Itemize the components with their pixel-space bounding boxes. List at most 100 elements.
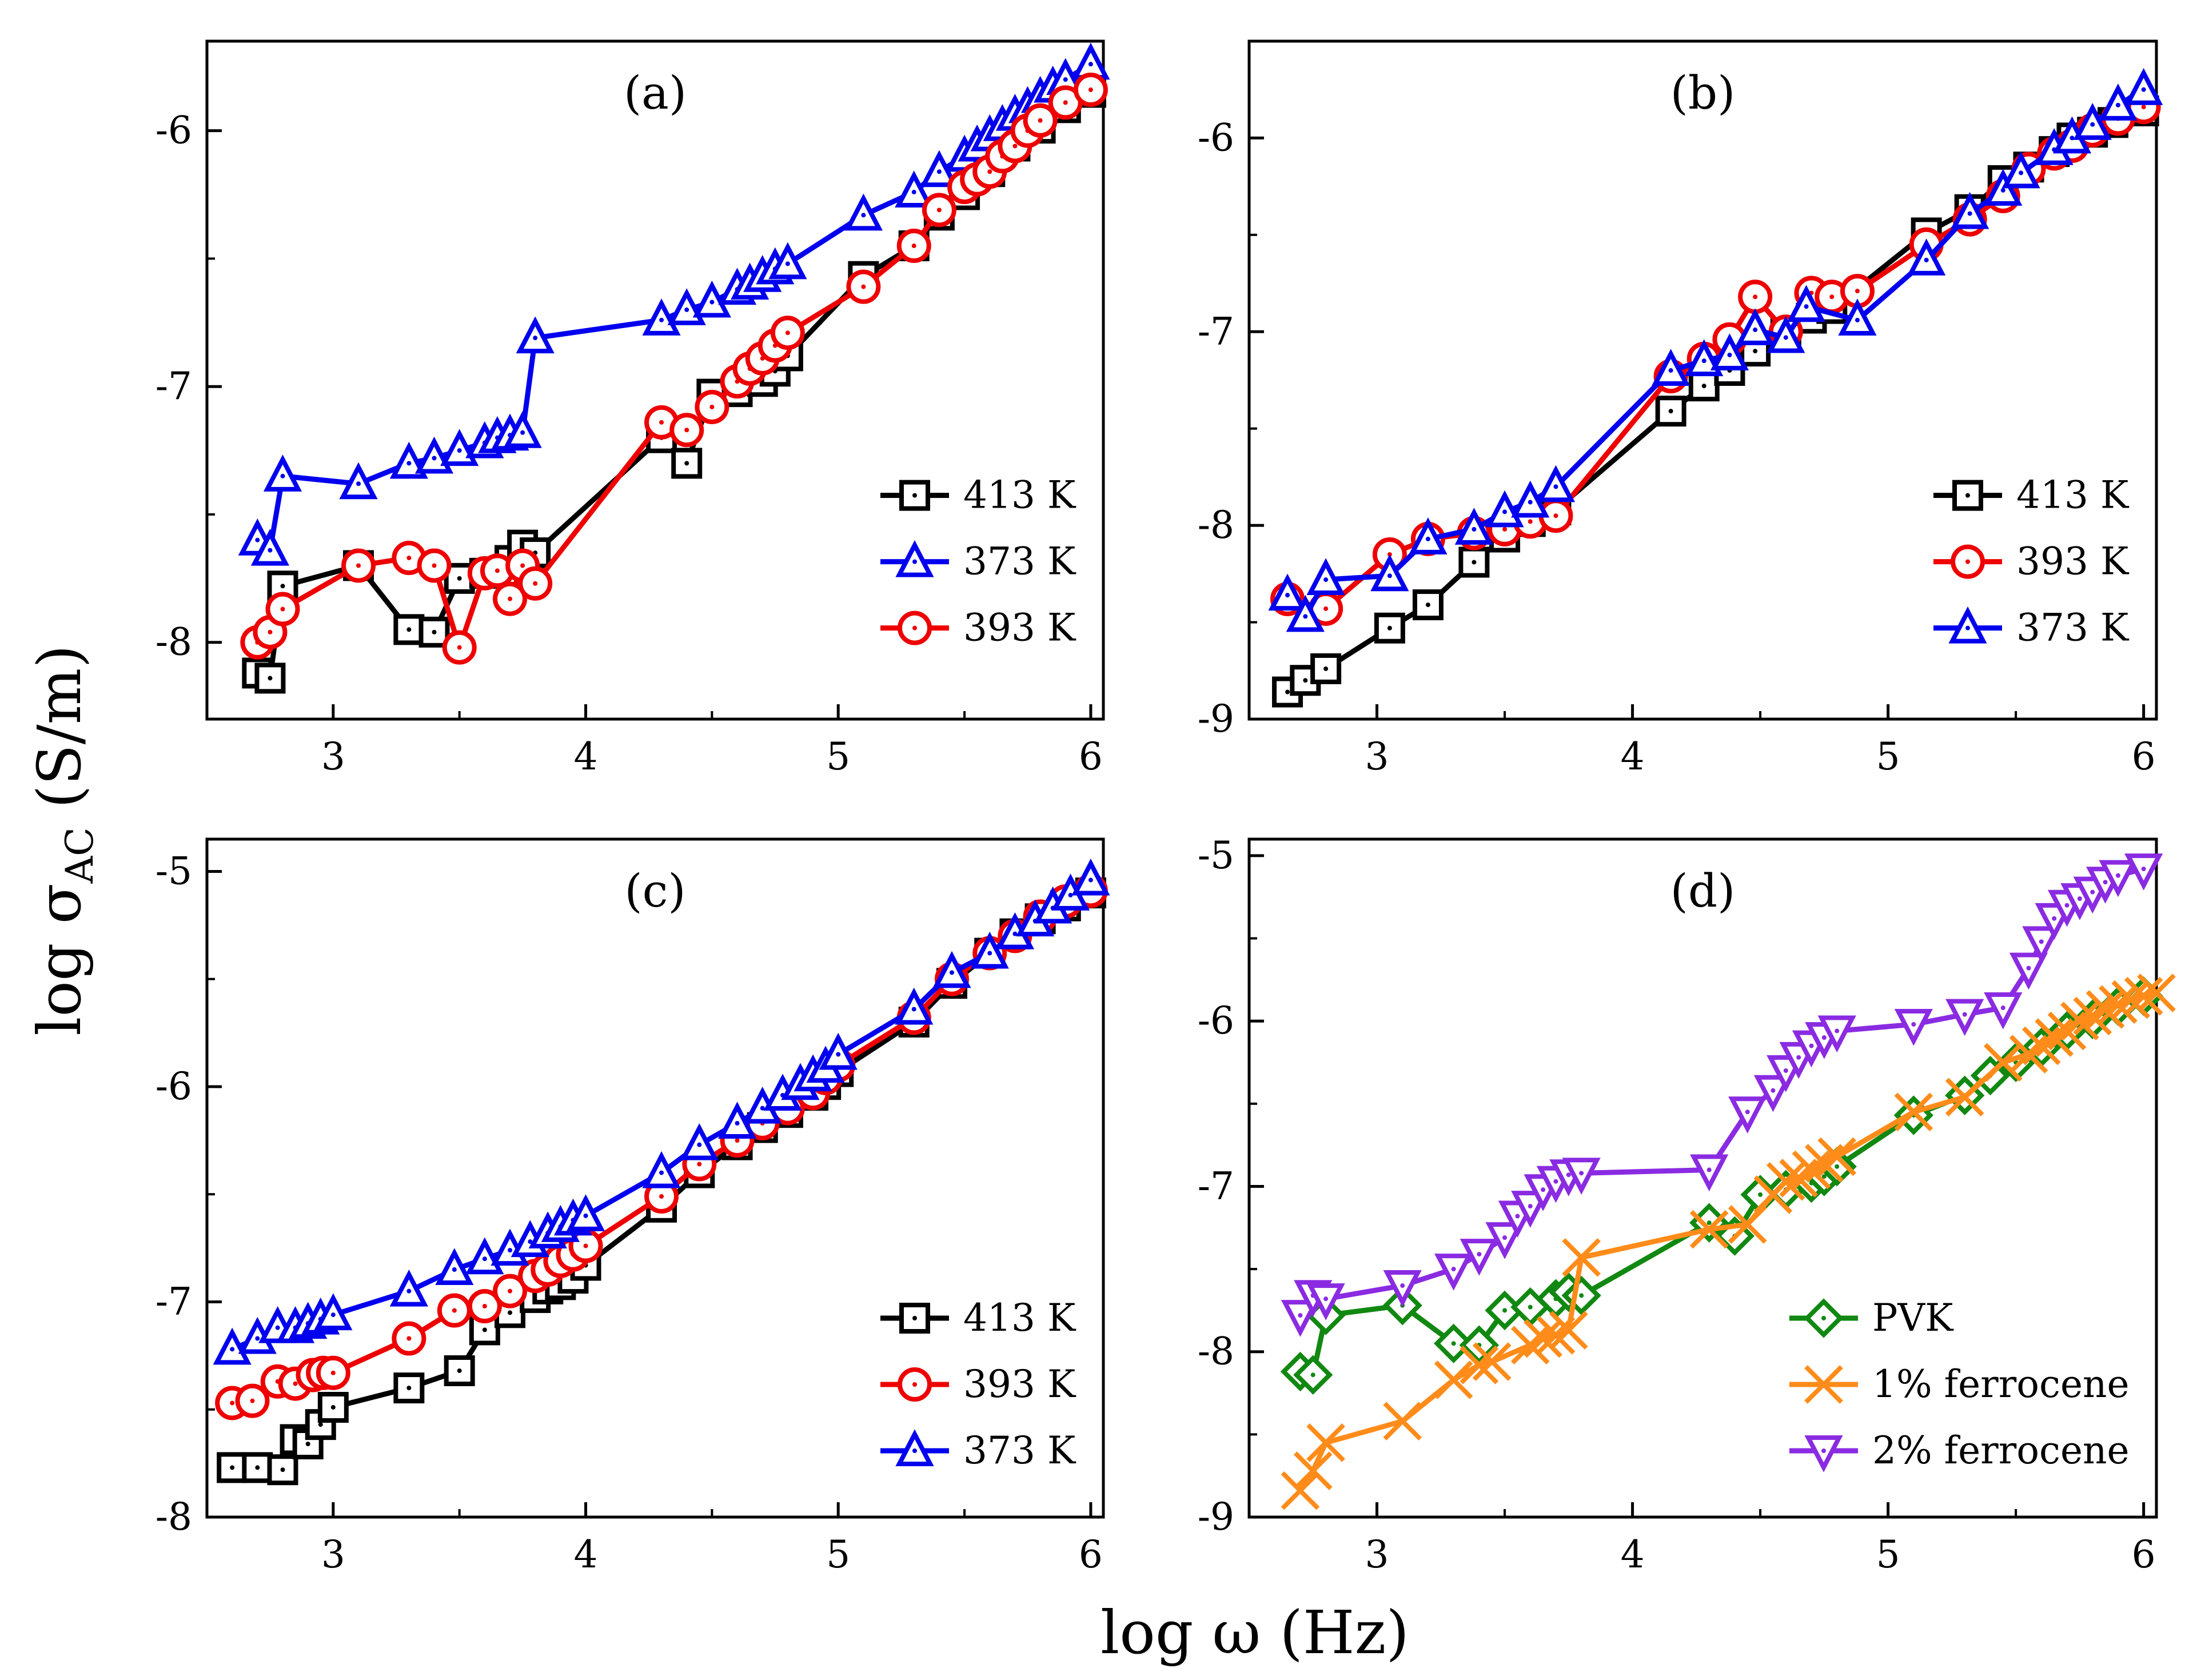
- data-point-dot: [1477, 1252, 1482, 1257]
- series-2: [1281, 973, 2176, 1510]
- legend-swatch-marker-dot: [1821, 1316, 1826, 1320]
- data-point-dot: [482, 1304, 487, 1309]
- data-point-dot: [268, 548, 273, 553]
- data-point-dot: [936, 207, 942, 213]
- data-point-dot: [520, 430, 525, 435]
- data-point: [1536, 1315, 1576, 1355]
- data-point-dot: [1528, 519, 1533, 524]
- data-point-dot: [1451, 1267, 1456, 1272]
- data-point-dot: [1472, 560, 1477, 565]
- data-point: [2124, 976, 2163, 1016]
- data-point-dot: [520, 563, 525, 568]
- data-point-dot: [1038, 118, 1043, 123]
- data-point: [1983, 1043, 2023, 1082]
- series-3: [213, 858, 1110, 1365]
- x-tick-label: 5: [826, 735, 850, 779]
- y-tick-label: -5: [1198, 833, 1234, 877]
- data-point-dot: [1323, 577, 1329, 582]
- x-tick-label: 4: [1621, 735, 1645, 779]
- legend-item: 373 K: [880, 1428, 1076, 1473]
- data-point-dot: [1579, 1293, 1584, 1298]
- data-point-dot: [949, 970, 954, 975]
- data-point-dot: [280, 473, 285, 478]
- data-point: [1524, 1319, 1562, 1358]
- data-point-dot: [1012, 143, 1018, 149]
- data-point: [242, 1452, 273, 1483]
- data-point-dot: [2115, 873, 2120, 878]
- data-point-dot: [1706, 1220, 1712, 1226]
- data-point: [1549, 1311, 1588, 1350]
- data-point-dot: [1515, 1214, 1520, 1219]
- x-tick-label: 4: [574, 735, 598, 779]
- data-point-dot: [2026, 965, 2031, 971]
- data-point-dot: [1924, 257, 1929, 262]
- data-point-dot: [735, 1138, 740, 1143]
- series-line: [231, 877, 1092, 1352]
- data-point-dot: [1425, 602, 1430, 608]
- data-point-dot: [2052, 916, 2057, 921]
- data-point-dot: [1758, 1192, 1763, 1197]
- data-point-dot: [697, 1162, 702, 1167]
- y-axis-label-subscript: AC: [58, 827, 102, 884]
- data-point-dot: [1796, 1055, 1801, 1060]
- data-point: [1817, 1137, 1857, 1176]
- data-point-dot: [457, 645, 462, 650]
- y-tick-label: -8: [155, 620, 192, 664]
- x-tick-label: 6: [2132, 735, 2156, 779]
- data-point-dot: [987, 951, 992, 956]
- data-point-dot: [432, 629, 437, 635]
- data-point-dot: [2141, 87, 2146, 92]
- data-point-dot: [1068, 892, 1073, 897]
- x-tick-label: 5: [826, 1533, 850, 1577]
- legend-label: 1% ferrocene: [1872, 1362, 2130, 1406]
- data-point-dot: [2039, 939, 2044, 944]
- legend: 413 K 373 K 393 K: [880, 473, 1076, 650]
- data-point-dot: [268, 629, 273, 635]
- data-point-dot: [1387, 625, 1392, 631]
- data-point-dot: [2064, 903, 2070, 908]
- data-point-dot: [1727, 352, 1732, 357]
- y-axis-label-main: log σAC (S/m): [25, 645, 102, 1036]
- data-point: [1383, 1402, 1422, 1441]
- data-point: [1792, 1150, 1831, 1190]
- panel-label: (c): [624, 864, 685, 917]
- legend-swatch-marker-dot: [1965, 493, 1970, 498]
- data-point-dot: [709, 404, 715, 409]
- data-point-dot: [1821, 1174, 1827, 1179]
- data-point-dot: [911, 244, 916, 249]
- data-point-dot: [268, 676, 273, 681]
- data-point-dot: [1063, 100, 1068, 105]
- legend-swatch-marker: [1804, 1365, 1843, 1404]
- data-point-dot: [318, 1422, 323, 1427]
- y-tick-label: -6: [1198, 999, 1234, 1043]
- data-point-dot: [432, 456, 437, 461]
- data-point-dot: [356, 481, 361, 486]
- data-point-dot: [684, 461, 689, 466]
- data-point-dot: [1063, 77, 1068, 82]
- legend-swatch-marker-dot: [912, 1316, 917, 1320]
- data-point-dot: [275, 1325, 280, 1330]
- data-point-dot: [533, 581, 538, 586]
- data-point-dot: [255, 1336, 260, 1341]
- data-point-dot: [1088, 877, 1093, 883]
- legend-item: 2% ferrocene: [1789, 1428, 2130, 1473]
- legend-item: 413 K: [880, 1296, 1076, 1340]
- data-point-dot: [1668, 368, 1673, 373]
- plot-frame: [1247, 39, 2158, 721]
- y-axis-label-prefix: log σ: [25, 883, 94, 1036]
- data-point-dot: [406, 461, 412, 466]
- y-tick-label: -5: [155, 849, 192, 893]
- x-tick-label: 4: [1621, 1533, 1645, 1577]
- legend-label: 373 K: [963, 540, 1076, 584]
- data-point: [1460, 1346, 1499, 1384]
- data-point-dot: [432, 563, 437, 568]
- data-point-dot: [2000, 1005, 2005, 1011]
- chart-panel-1: 3 4 5 6 -8 -7 -6 (a) 413 K 373 K 393 K: [155, 39, 1110, 779]
- data-point-dot: [659, 317, 664, 322]
- data-point-dot: [1835, 1028, 1840, 1033]
- data-point-dot: [280, 1467, 285, 1473]
- x-tick-label: 3: [1365, 735, 1389, 779]
- y-tick-label: -7: [1198, 309, 1234, 353]
- legend-swatch-marker-dot: [1965, 559, 1970, 564]
- data-point-dot: [684, 428, 689, 433]
